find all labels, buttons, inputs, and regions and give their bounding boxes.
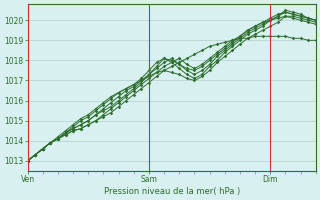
X-axis label: Pression niveau de la mer( hPa ): Pression niveau de la mer( hPa ) — [104, 187, 240, 196]
